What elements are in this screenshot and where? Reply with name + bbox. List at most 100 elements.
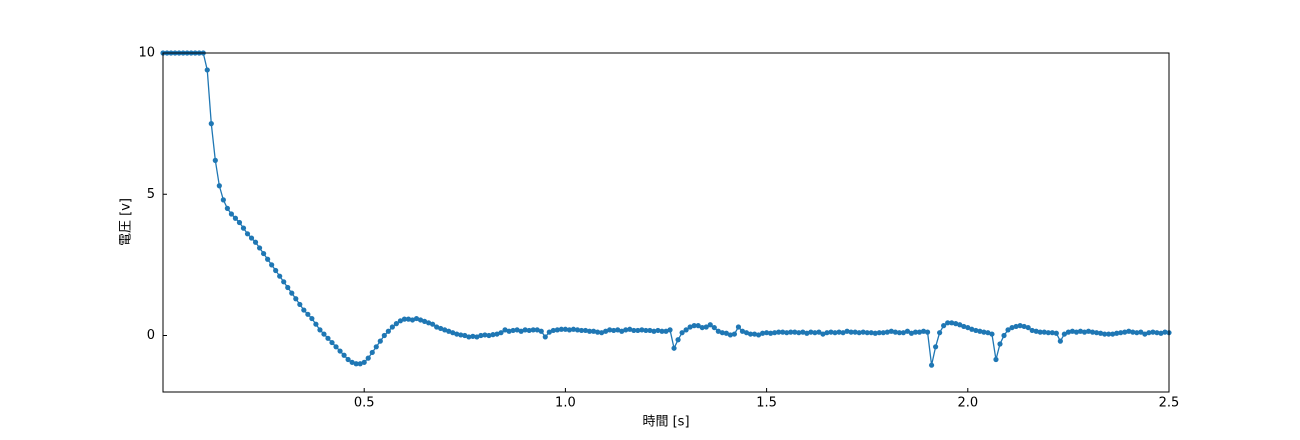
point xyxy=(953,321,959,327)
point xyxy=(731,331,738,337)
point xyxy=(872,330,878,336)
point xyxy=(273,267,279,274)
point xyxy=(973,327,979,334)
point xyxy=(413,315,420,322)
point xyxy=(836,329,842,335)
point xyxy=(840,330,846,336)
point xyxy=(623,327,629,333)
point xyxy=(377,338,383,344)
point xyxy=(711,324,717,331)
point xyxy=(309,315,315,322)
point xyxy=(1118,330,1124,336)
point xyxy=(293,296,299,302)
point xyxy=(611,327,617,334)
point xyxy=(373,344,379,350)
point xyxy=(784,330,790,336)
point xyxy=(478,332,484,339)
point xyxy=(647,327,653,334)
point xyxy=(1122,329,1128,335)
point xyxy=(1097,330,1104,336)
point xyxy=(357,361,363,367)
x-tick-label: 0.5 xyxy=(354,396,375,411)
point xyxy=(780,329,786,335)
point xyxy=(824,330,830,336)
point xyxy=(667,327,673,333)
point xyxy=(607,327,613,333)
point xyxy=(1114,330,1120,336)
point xyxy=(1085,328,1092,334)
point xyxy=(317,327,323,333)
point xyxy=(804,330,810,336)
point xyxy=(928,362,935,368)
point xyxy=(912,329,919,335)
point xyxy=(393,321,399,327)
point xyxy=(639,327,645,333)
point xyxy=(486,332,492,339)
point xyxy=(671,345,677,351)
point xyxy=(333,344,339,350)
point xyxy=(1061,331,1067,337)
point xyxy=(655,327,661,334)
point xyxy=(1037,329,1043,335)
point xyxy=(651,328,657,334)
point xyxy=(518,328,524,334)
point xyxy=(538,328,544,334)
point xyxy=(494,331,500,337)
point xyxy=(446,328,452,334)
point xyxy=(900,330,907,336)
point xyxy=(442,327,448,333)
point xyxy=(554,327,560,333)
point xyxy=(1069,328,1076,334)
x-tick-label: 2.0 xyxy=(957,396,978,411)
point xyxy=(949,320,955,326)
point xyxy=(506,328,512,334)
point xyxy=(421,318,428,324)
x-tick-label: 1.0 xyxy=(555,396,576,411)
point xyxy=(945,320,951,326)
point xyxy=(220,197,226,203)
point xyxy=(856,330,862,336)
point xyxy=(397,318,404,324)
point xyxy=(888,328,894,334)
point xyxy=(329,339,335,346)
point xyxy=(631,327,637,334)
point xyxy=(1053,330,1059,336)
point xyxy=(490,332,496,338)
point xyxy=(558,326,564,332)
point xyxy=(993,356,999,363)
point xyxy=(599,330,605,336)
plot-frame xyxy=(162,52,1170,393)
point xyxy=(1162,329,1168,335)
point xyxy=(715,328,721,334)
y-tick-label: 0 xyxy=(147,328,155,343)
point xyxy=(305,311,311,317)
point xyxy=(261,250,267,257)
point xyxy=(204,67,210,73)
point xyxy=(937,330,943,336)
point xyxy=(969,326,975,332)
point xyxy=(546,329,552,335)
point xyxy=(961,323,967,330)
point xyxy=(768,330,774,336)
point xyxy=(703,324,709,330)
x-tick-label: 1.5 xyxy=(756,396,777,411)
y-tick-label: 10 xyxy=(138,46,155,61)
point xyxy=(852,329,858,335)
point xyxy=(920,328,927,334)
point xyxy=(586,328,593,334)
point xyxy=(1005,327,1011,333)
point xyxy=(675,337,681,343)
point xyxy=(880,330,886,336)
point xyxy=(462,332,468,339)
point xyxy=(236,219,243,226)
point xyxy=(216,183,222,189)
point xyxy=(864,330,870,336)
point xyxy=(208,121,214,127)
point xyxy=(643,327,649,334)
point xyxy=(474,334,480,340)
point xyxy=(450,330,456,336)
point xyxy=(860,329,866,335)
point xyxy=(884,329,890,335)
point xyxy=(582,327,589,334)
